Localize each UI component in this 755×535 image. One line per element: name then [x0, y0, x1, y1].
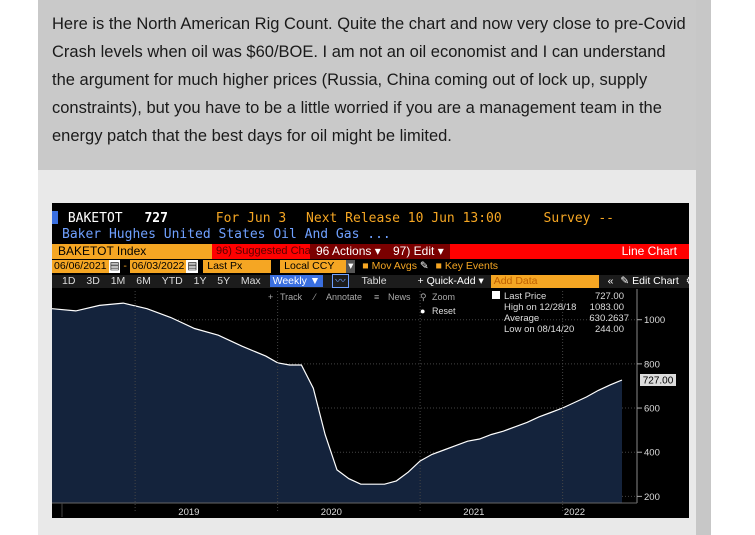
- frequency-select[interactable]: Weekly ▼: [269, 275, 324, 287]
- checkbox-icon[interactable]: ■: [435, 260, 442, 272]
- ticker: BAKETOT: [67, 211, 123, 226]
- edit-label: 97) Edit: [393, 244, 435, 258]
- news-icon[interactable]: ≡: [374, 292, 379, 302]
- x-tick-label: 2020: [321, 507, 342, 518]
- legend-last-price: Last Price: [504, 291, 546, 302]
- currency[interactable]: Local CCY: [280, 260, 347, 273]
- legend-high: High on 12/28/18: [504, 302, 576, 313]
- y-tick-label: 200: [644, 492, 660, 503]
- y-tick-label: 400: [644, 448, 660, 459]
- mov-avgs[interactable]: Mov Avgs: [371, 260, 417, 272]
- reset-tool[interactable]: Reset: [432, 306, 456, 316]
- page-sidebar-strip: [696, 0, 711, 535]
- for-date: For Jun 3: [215, 211, 287, 226]
- pencil-icon[interactable]: ✎: [620, 275, 630, 287]
- annotate-icon[interactable]: ⁄: [312, 292, 317, 302]
- actions-menu[interactable]: 96 Actions ▾: [310, 244, 387, 259]
- x-axis-ticks: 2019 2020 2021 2022: [61, 291, 585, 518]
- period-1y[interactable]: 1Y: [193, 275, 207, 287]
- calendar-icon[interactable]: ▤: [186, 260, 199, 273]
- frequency-label: Weekly: [272, 275, 307, 287]
- date-separator: -: [123, 260, 127, 272]
- period-1d[interactable]: 1D: [62, 275, 76, 287]
- rig-count-chart: 200 400 600 800 1000 2019 2020 2021 2022 727.00…: [52, 289, 676, 518]
- add-data-input[interactable]: Add Data: [490, 275, 599, 288]
- line-chart-icon[interactable]: 〰: [332, 274, 349, 288]
- quick-add-button[interactable]: + Quick-Add: [417, 275, 476, 287]
- y-tick-label: 600: [644, 404, 660, 415]
- legend-low: Low on 08/14/20: [504, 324, 574, 335]
- actions-label: 96 Actions: [316, 244, 372, 258]
- period-6m[interactable]: 6M: [136, 275, 151, 287]
- header-line: BAKETOT 727 For Jun 3 Next Release 10 Ju…: [52, 211, 614, 227]
- legend-swatch: [492, 291, 500, 299]
- period-5y[interactable]: 5Y: [217, 275, 230, 287]
- y-tick-label: 1000: [644, 315, 665, 326]
- period-1m[interactable]: 1M: [110, 275, 126, 287]
- collapse-icon[interactable]: «: [607, 275, 614, 287]
- controls-row: 06/06/2021 ▤ - 06/03/2022 ▤ Last Px Local …: [52, 260, 498, 273]
- legend: Last Price 727.00 High on 12/28/18 1083.…: [492, 291, 629, 335]
- key-events[interactable]: Key Events: [444, 260, 498, 272]
- quote-text: Here is the North American Rig Count. Qu…: [52, 15, 686, 145]
- last-value-label: 727.00: [643, 375, 674, 386]
- annotate-tool[interactable]: Annotate: [326, 292, 362, 302]
- edit-chart-button[interactable]: Edit Chart: [632, 275, 679, 287]
- legend-last-price-value: 727.00: [595, 291, 624, 302]
- bloomberg-chart-screenshot: BAKETOT 727 For Jun 3 Next Release 10 Ju…: [52, 203, 689, 518]
- index-button[interactable]: BAKETOT Index: [52, 244, 212, 259]
- x-tick-label: 2022: [564, 507, 585, 518]
- y-axis-ticks: 200 400 600 800 1000: [637, 315, 665, 503]
- legend-low-value: 244.00: [595, 324, 624, 335]
- checkbox-icon[interactable]: ■: [362, 260, 369, 272]
- chevron-down-icon: ▾: [374, 244, 381, 258]
- x-tick-label: 2021: [463, 507, 484, 518]
- chevron-down-icon: ▾: [437, 244, 444, 258]
- legend-average-value: 630.2637: [589, 313, 629, 324]
- last-value-tag: 727.00: [640, 373, 676, 386]
- pencil-icon[interactable]: ✎: [419, 260, 429, 272]
- edit-menu[interactable]: 97) Edit ▾: [387, 244, 450, 259]
- price-type[interactable]: Last Px: [203, 260, 272, 273]
- description: Baker Hughes United States Oil And Gas .…: [62, 227, 391, 242]
- period-max[interactable]: Max: [240, 275, 261, 287]
- series-line: [52, 302, 623, 485]
- news-tool[interactable]: News: [388, 292, 411, 302]
- x-tick-label: 2019: [178, 507, 199, 518]
- chart-tools: + Track ⁄ Annotate ≡ News ⚲ Zoom ● Reset: [268, 292, 456, 316]
- period-ytd[interactable]: YTD: [161, 275, 183, 287]
- survey: Survey --: [543, 211, 614, 226]
- gear-icon[interactable]: ⚙: [686, 275, 689, 287]
- chart-type-label[interactable]: Line Chart: [621, 244, 677, 258]
- calendar-icon[interactable]: ▤: [108, 260, 121, 273]
- legend-average: Average: [504, 313, 539, 324]
- date-from[interactable]: 06/06/2021: [52, 260, 109, 273]
- zoom-tool[interactable]: Zoom: [432, 292, 455, 302]
- table-button[interactable]: Table: [361, 275, 387, 287]
- last-value-box: [640, 373, 676, 386]
- header-marker: [52, 211, 58, 224]
- quote-block: Here is the North American Rig Count. Qu…: [38, 0, 696, 170]
- track-icon[interactable]: +: [268, 292, 273, 302]
- zoom-icon[interactable]: ⚲: [420, 292, 427, 302]
- legend-high-value: 1083.00: [590, 302, 624, 313]
- chevron-down-icon[interactable]: ▾: [346, 260, 356, 273]
- period-3d[interactable]: 3D: [86, 275, 100, 287]
- reset-icon[interactable]: ●: [420, 306, 425, 316]
- current-value: 727: [144, 211, 168, 226]
- date-to[interactable]: 06/03/2022: [129, 260, 187, 273]
- suggested-charts[interactable]: 96) Suggested Charts: [216, 245, 324, 257]
- series-area: [52, 303, 622, 503]
- period-bar: 1D 3D 1M 6M YTD 1Y 5Y Max Weekly ▼ 〰 Tab…: [52, 274, 689, 288]
- chevron-down-icon: ▾: [475, 275, 484, 287]
- track-tool[interactable]: Track: [280, 292, 303, 302]
- next-release: Next Release 10 Jun 13:00: [306, 211, 502, 226]
- y-tick-label: 800: [644, 359, 660, 370]
